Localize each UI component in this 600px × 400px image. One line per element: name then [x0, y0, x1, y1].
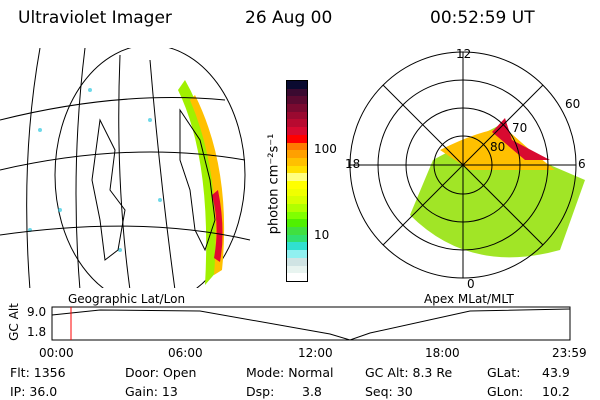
colorbar-swatch [287, 142, 307, 151]
right-map-label: Apex MLat/MLT [424, 292, 514, 306]
colorbar-swatch [287, 150, 307, 158]
auroral-oval [178, 80, 220, 285]
colorbar-tick-100: 100 [314, 142, 337, 156]
colorbar-swatch [287, 119, 307, 128]
colorbar [286, 80, 308, 282]
left-map-label: Geographic Lat/Lon [68, 292, 186, 306]
mlt-6: 6 [578, 157, 586, 171]
glat-label: GLat: [487, 365, 521, 380]
colorbar-swatch [287, 242, 307, 251]
colorbar-swatch [287, 81, 307, 89]
colorbar-swatch [287, 227, 307, 235]
flt: Flt: 1356 [10, 365, 66, 380]
colorbar-swatch [287, 134, 307, 143]
gc-alt: GC Alt: 8.3 Re [365, 365, 453, 380]
colorbar-swatch [287, 173, 307, 181]
instrument-title: Ultraviolet Imager [18, 8, 172, 28]
glon-value: 10.2 [542, 384, 570, 399]
colorbar-swatch [287, 165, 307, 174]
mlt-0: 0 [467, 277, 475, 291]
lat-80: 80 [490, 140, 506, 154]
xtick-1200: 12:00 [298, 346, 333, 360]
gain: Gain: 13 [125, 384, 178, 399]
time: 00:52:59 UT [430, 8, 535, 28]
colorbar-swatch [287, 250, 307, 258]
ip: IP: 36.0 [10, 384, 58, 399]
mlt-12: 12 [456, 47, 472, 61]
lat-70: 70 [512, 121, 528, 135]
seq: Seq: 30 [365, 384, 413, 399]
xtick-0000: 00:00 [39, 346, 74, 360]
ytick-9: 9.0 [27, 305, 47, 319]
xtick-2359: 23:59 [552, 346, 587, 360]
date: 26 Aug 00 [245, 8, 333, 28]
mode: Mode: Normal [246, 365, 334, 380]
colorbar-swatch [287, 96, 307, 105]
colorbar-tick-10: 10 [314, 228, 330, 242]
ytick-1.8: 1.8 [27, 325, 47, 339]
mlt-18: 18 [345, 157, 361, 171]
glon-label: GLon: [487, 384, 524, 399]
colorbar-swatch [287, 257, 307, 266]
colorbar-swatch [287, 88, 307, 97]
colorbar-swatch [287, 204, 307, 212]
colorbar-swatch [287, 180, 307, 189]
xtick-1800: 18:00 [425, 346, 460, 360]
colorbar-swatch [287, 157, 307, 166]
colorbar-swatch [287, 196, 307, 204]
colorbar-swatch [287, 211, 307, 220]
glat-value: 43.9 [542, 365, 570, 380]
colorbar-swatch [287, 188, 307, 197]
xtick-0600: 06:00 [168, 346, 203, 360]
colorbar-swatch [287, 273, 307, 281]
altitude-ylabel: GC Alt [7, 303, 21, 341]
colorbar-swatch [287, 219, 307, 228]
dsp-value: 3.8 [302, 384, 322, 399]
colorbar-swatch [287, 104, 307, 112]
lat-60: 60 [565, 97, 581, 111]
colorbar-swatch [287, 265, 307, 274]
door: Door: Open [125, 365, 197, 380]
altitude-curve [51, 308, 571, 341]
colorbar-swatch [287, 127, 307, 135]
colorbar-swatch [287, 234, 307, 243]
colorbar-swatch [287, 111, 307, 120]
dsp-label: Dsp: [246, 384, 275, 399]
